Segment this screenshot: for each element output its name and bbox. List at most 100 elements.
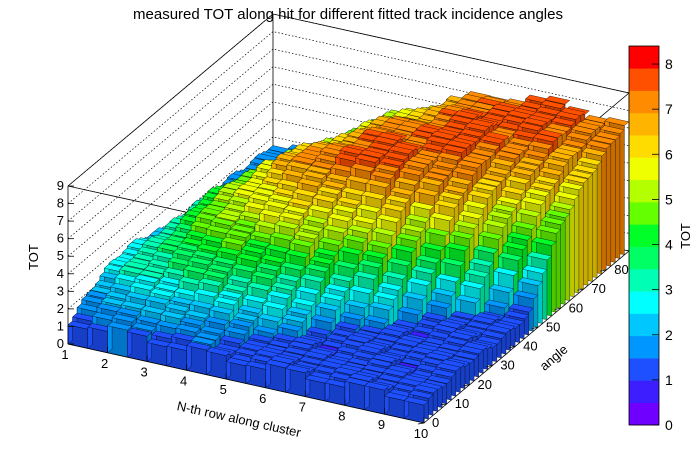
- bar-top-face: [368, 301, 394, 311]
- bar-top-face: [350, 163, 376, 172]
- bar-top-face: [131, 322, 157, 332]
- bar-top-face: [222, 283, 248, 292]
- bar-top-face: [525, 188, 551, 197]
- lego-bar: [206, 347, 232, 380]
- bar-top-face: [424, 227, 451, 237]
- bar-top-face: [189, 300, 215, 309]
- bar-top-face: [333, 260, 359, 269]
- bar-top-face: [134, 274, 160, 283]
- bar-top-face: [513, 290, 539, 300]
- bar-top-face: [482, 219, 508, 228]
- bar-top-face: [225, 229, 251, 238]
- bar-top-face: [458, 345, 484, 355]
- bar-top-face: [175, 324, 201, 333]
- bar-top-face: [586, 140, 612, 149]
- palette-tick-label: 8: [665, 56, 673, 72]
- bar-top-face: [426, 375, 452, 384]
- bar-top-face: [403, 160, 429, 169]
- bar-top-face: [523, 149, 549, 158]
- bar-top-face: [494, 150, 520, 160]
- bar-top-face: [365, 179, 391, 188]
- bar-top-face: [487, 210, 513, 220]
- bar-top-face: [549, 201, 575, 210]
- palette-cell: [629, 135, 659, 158]
- bar-top-face: [500, 186, 527, 195]
- lego-bar: [265, 359, 291, 393]
- bar-top-face: [237, 304, 264, 314]
- palette-cell: [629, 291, 659, 314]
- bar-top-face: [306, 165, 332, 175]
- bar-top-face: [435, 362, 461, 372]
- bar-top-face: [511, 221, 537, 230]
- chart-title: measured TOT along hit for different fit…: [133, 6, 563, 23]
- bar-top-face: [481, 330, 507, 339]
- lego-bar: [344, 377, 370, 411]
- bar-top-face: [120, 300, 146, 310]
- bar-top-face: [595, 131, 621, 140]
- bar-top-face: [266, 290, 292, 299]
- palette-cell: [629, 313, 659, 337]
- bar-top-face: [522, 117, 548, 126]
- lego-bar: [225, 357, 251, 384]
- bar-top-face: [362, 249, 388, 259]
- bar-top-face: [271, 282, 297, 291]
- bar-top-face: [190, 336, 216, 345]
- bar-top-face: [285, 364, 311, 373]
- x-tick-label: 7: [299, 400, 306, 415]
- bar-top-face: [373, 291, 399, 300]
- z-tick-label: 2: [57, 301, 64, 316]
- bar-top-face: [551, 117, 577, 126]
- bar-top-face: [425, 352, 451, 361]
- bar-top-face: [199, 325, 226, 335]
- bar-top-face: [430, 130, 457, 140]
- bar-top-face: [441, 144, 467, 154]
- bar-top-face: [554, 191, 580, 200]
- bar-top-face: [470, 315, 496, 324]
- palette-tick-label: 5: [665, 191, 673, 207]
- bar-top-face: [420, 242, 446, 251]
- y-tick-label: 70: [591, 281, 605, 296]
- x-tick-label: 1: [61, 347, 68, 362]
- z-axis-label: TOT: [26, 244, 41, 270]
- bar-top-face: [183, 265, 209, 274]
- bar-top-face: [288, 340, 314, 350]
- bar-top-face: [506, 110, 533, 119]
- bar-top-face: [210, 217, 236, 226]
- lego-bar: [403, 396, 429, 424]
- palette-cell: [629, 157, 659, 181]
- palette-cell: [629, 112, 659, 136]
- bar-top-face: [307, 204, 333, 214]
- lego-bar: [186, 341, 212, 375]
- z-tick-label: 4: [57, 266, 64, 281]
- bar-top-face: [431, 368, 457, 378]
- bar-top-face: [111, 313, 137, 323]
- palette-tick-label: 2: [665, 327, 673, 343]
- bar-top-face: [510, 167, 536, 176]
- bar-top-face: [379, 157, 405, 167]
- palette-cell: [629, 335, 659, 359]
- bar-top-face: [139, 269, 165, 279]
- bar-top-face: [461, 155, 487, 165]
- axis-lines: [67, 186, 630, 424]
- z-tick-label: 5: [57, 248, 64, 263]
- bar-top-face: [107, 321, 133, 331]
- bar-top-face: [599, 125, 625, 134]
- bar-top-face: [353, 271, 379, 280]
- bar-top-face: [555, 111, 581, 120]
- bar-top-face: [572, 164, 598, 174]
- bar-top-face: [364, 381, 390, 391]
- bar-top-face: [323, 224, 349, 234]
- y-tick: [600, 269, 607, 272]
- y-tick: [463, 384, 470, 387]
- bar-top-face: [280, 261, 306, 271]
- bar-top-face: [453, 220, 479, 229]
- bar-top-face: [558, 181, 584, 191]
- bar-top-face: [432, 324, 458, 333]
- bar-top-face: [411, 265, 437, 275]
- bar-top-face: [561, 139, 587, 148]
- bar-top-face: [421, 312, 448, 321]
- x-tick-label: 6: [259, 391, 266, 406]
- bar-top-face: [318, 237, 344, 246]
- bar-top-face: [534, 175, 560, 185]
- bar-top-face: [265, 244, 291, 253]
